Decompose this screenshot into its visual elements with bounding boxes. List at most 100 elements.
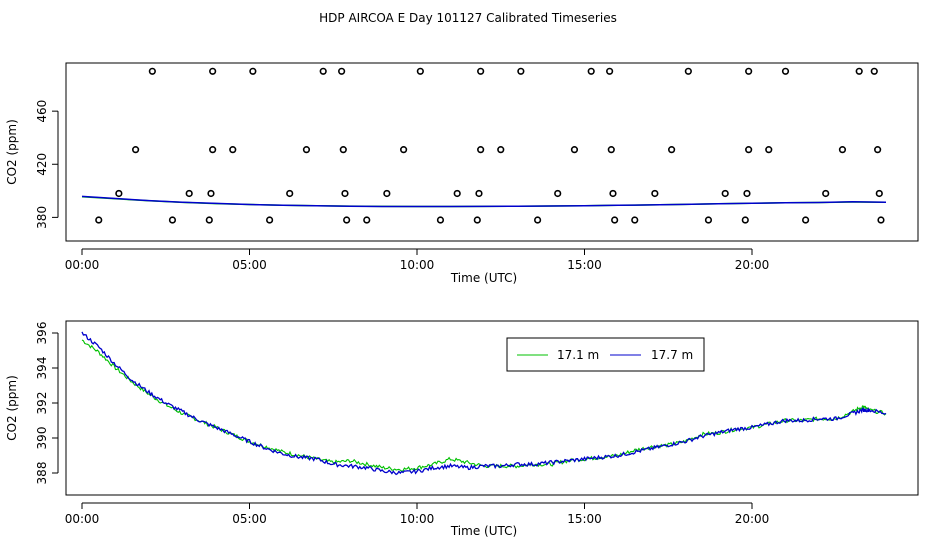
top-series-lines [81,195,887,208]
scatter-point [611,216,619,224]
top-series-line-1 [81,195,887,208]
scatter-point [416,67,424,75]
bottom-panel-line: 00:00 05:00 10:00 15:00 20:00 388 390 392 394 39… [5,320,919,538]
scatter-point [475,189,483,198]
scatter-point [436,216,445,224]
scatter-point [570,146,579,154]
scatter-point [115,189,123,198]
scatter-point [631,216,639,224]
y-tick-label: 380 [35,206,49,229]
scatter-point [286,189,294,198]
x-tick-label: 10:00 [400,512,435,526]
x-tick-label: 10:00 [400,258,435,272]
scatter-point [721,189,729,198]
scatter-point [383,189,391,198]
scatter-point [781,67,790,75]
x-tick-label: 15:00 [567,512,602,526]
y-tick-label: 388 [35,462,49,485]
scatter-point [338,67,346,75]
scatter-point [341,189,349,198]
scatter-point [765,146,773,154]
bottom-x-axis-label: Time (UTC) [450,524,517,538]
scatter-point [875,189,883,198]
y-tick-label: 394 [35,357,49,380]
scatter-point [95,216,103,224]
x-tick-label: 00:00 [65,512,100,526]
top-scatter-points [95,67,885,224]
scatter-point [302,146,311,154]
scatter-point [651,189,659,198]
scatter-point [168,216,177,224]
bottom-y-axis: 388 390 392 394 396 [35,322,59,485]
legend-entry-17-7m: 17.7 m [651,348,693,362]
bottom-series-lines [81,331,887,476]
legend: 17.1 m 17.7 m [506,337,705,372]
series-line-17-7-m [81,331,887,476]
scatter-point [453,189,461,198]
top-plot-frame [65,62,919,242]
scatter-point [745,67,753,75]
scatter-point [741,216,749,224]
legend-entry-17-1m: 17.1 m [557,348,599,362]
scatter-point [343,216,351,224]
scatter-point [874,146,882,154]
x-tick-label: 20:00 [735,512,770,526]
x-tick-label: 00:00 [65,258,100,272]
scatter-point [609,189,617,198]
top-panel-scatter: 00:00 05:00 10:00 15:00 20:00 380 420 460 Time… [5,62,919,285]
top-x-axis-label: Time (UTC) [450,271,517,285]
y-tick-label: 392 [35,392,49,415]
y-tick-label: 420 [35,153,49,176]
scatter-point [587,67,595,75]
scatter-point [319,67,327,75]
top-y-axis-label: CO2 (ppm) [5,119,19,185]
scatter-point [477,67,485,75]
x-tick-label: 05:00 [232,258,267,272]
scatter-point [533,216,542,224]
bottom-y-axis-label: CO2 (ppm) [5,375,19,441]
scatter-point [877,216,885,224]
scatter-point [684,67,692,75]
scatter-point [822,189,830,198]
scatter-point [132,146,140,154]
scatter-point [229,146,237,154]
scatter-point [339,146,347,154]
scatter-point [855,67,863,75]
y-tick-label: 390 [35,427,49,450]
chart-title: HDP AIRCOA E Day 101127 Calibrated Times… [319,11,617,25]
scatter-point [801,216,810,224]
scatter-point [667,146,676,154]
top-y-axis: 380 420 460 [35,100,59,229]
scatter-point [185,189,193,198]
x-tick-label: 05:00 [232,512,267,526]
series-line-17-1-m [81,339,887,472]
scatter-point [838,146,847,154]
scatter-point [207,189,215,198]
scatter-point [554,189,562,198]
scatter-point [704,216,713,224]
y-tick-label: 460 [35,100,49,123]
scatter-point [266,216,274,224]
scatter-point [870,67,878,75]
scatter-point [400,146,408,154]
scatter-point [606,67,614,75]
scatter-point [363,216,371,224]
y-tick-label: 396 [35,322,49,345]
scatter-point [517,67,525,75]
scatter-point [477,146,485,154]
scatter-point [497,146,505,154]
scatter-point [607,146,615,154]
scatter-point [205,216,213,224]
top-x-axis: 00:00 05:00 10:00 15:00 20:00 [65,248,770,272]
legend-box [506,337,705,372]
bottom-plot-frame [65,320,919,496]
top-series-line-0 [81,196,887,208]
scatter-point [473,216,481,224]
scatter-point [745,146,753,154]
scatter-point [249,67,257,75]
x-tick-label: 15:00 [567,258,602,272]
x-tick-label: 20:00 [735,258,770,272]
scatter-point [209,67,217,75]
bottom-x-axis: 00:00 05:00 10:00 15:00 20:00 [65,502,770,526]
